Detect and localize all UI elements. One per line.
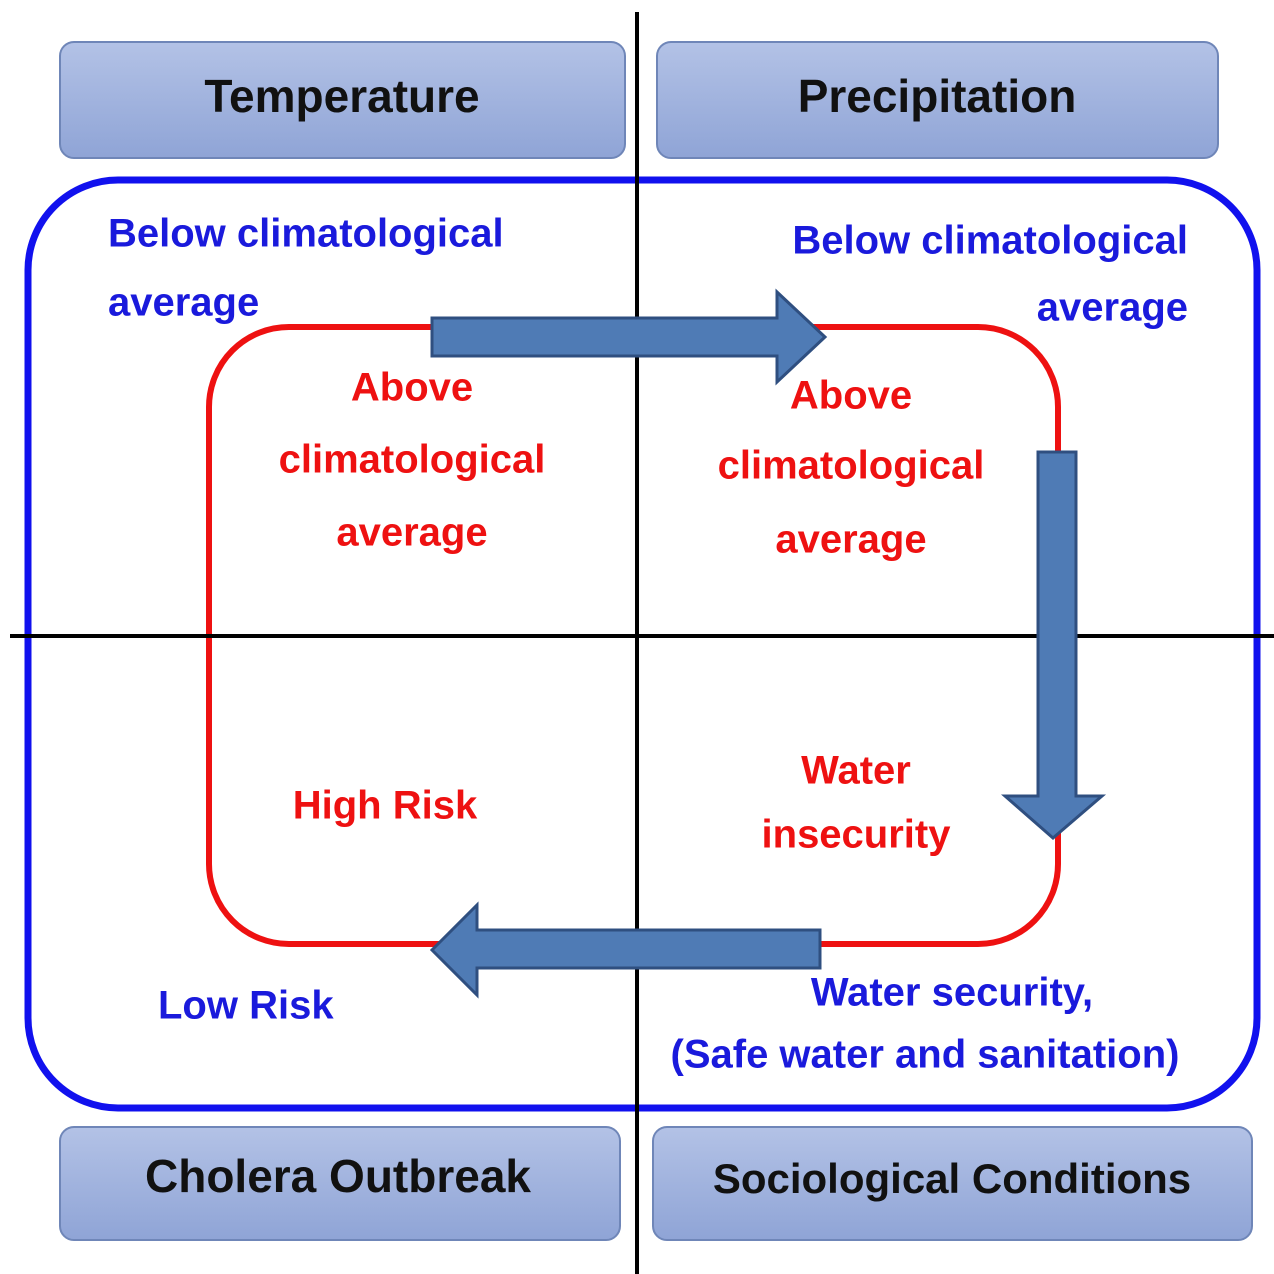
header-text: Sociological Conditions: [713, 1155, 1191, 1202]
header-box: [656, 41, 1219, 159]
label-line: Low Risk: [158, 984, 334, 1028]
label-line: average: [775, 518, 926, 562]
header-text: Cholera Outbreak: [145, 1150, 531, 1202]
outer-loop: [24, 176, 1261, 1112]
label-line: Below climatological: [792, 219, 1188, 263]
labels: Below climatological average Below climato…: [108, 212, 1188, 1077]
label-line: insecurity: [762, 813, 952, 857]
header-text: Precipitation: [798, 70, 1077, 122]
label-line: Above: [351, 366, 473, 410]
arrow-left: [429, 901, 822, 999]
label-line: average: [108, 281, 259, 325]
header-box: [652, 1126, 1253, 1241]
header-text: Temperature: [204, 70, 479, 122]
label-line: climatological: [279, 438, 546, 482]
label-line: Water: [801, 749, 911, 793]
header-box: [59, 1126, 621, 1241]
label-line: average: [1037, 286, 1188, 330]
label-line: Water security,: [811, 971, 1093, 1015]
header-box: [59, 41, 626, 159]
arrow-right: [430, 288, 828, 386]
label-line: (Safe water and sanitation): [671, 1033, 1180, 1077]
label-line: High Risk: [293, 784, 478, 828]
label-line: climatological: [718, 444, 985, 488]
label-line: Below climatological: [108, 212, 504, 256]
arrow-down: [1001, 450, 1107, 840]
label-line: average: [336, 511, 487, 555]
label-line: Above: [790, 374, 912, 418]
